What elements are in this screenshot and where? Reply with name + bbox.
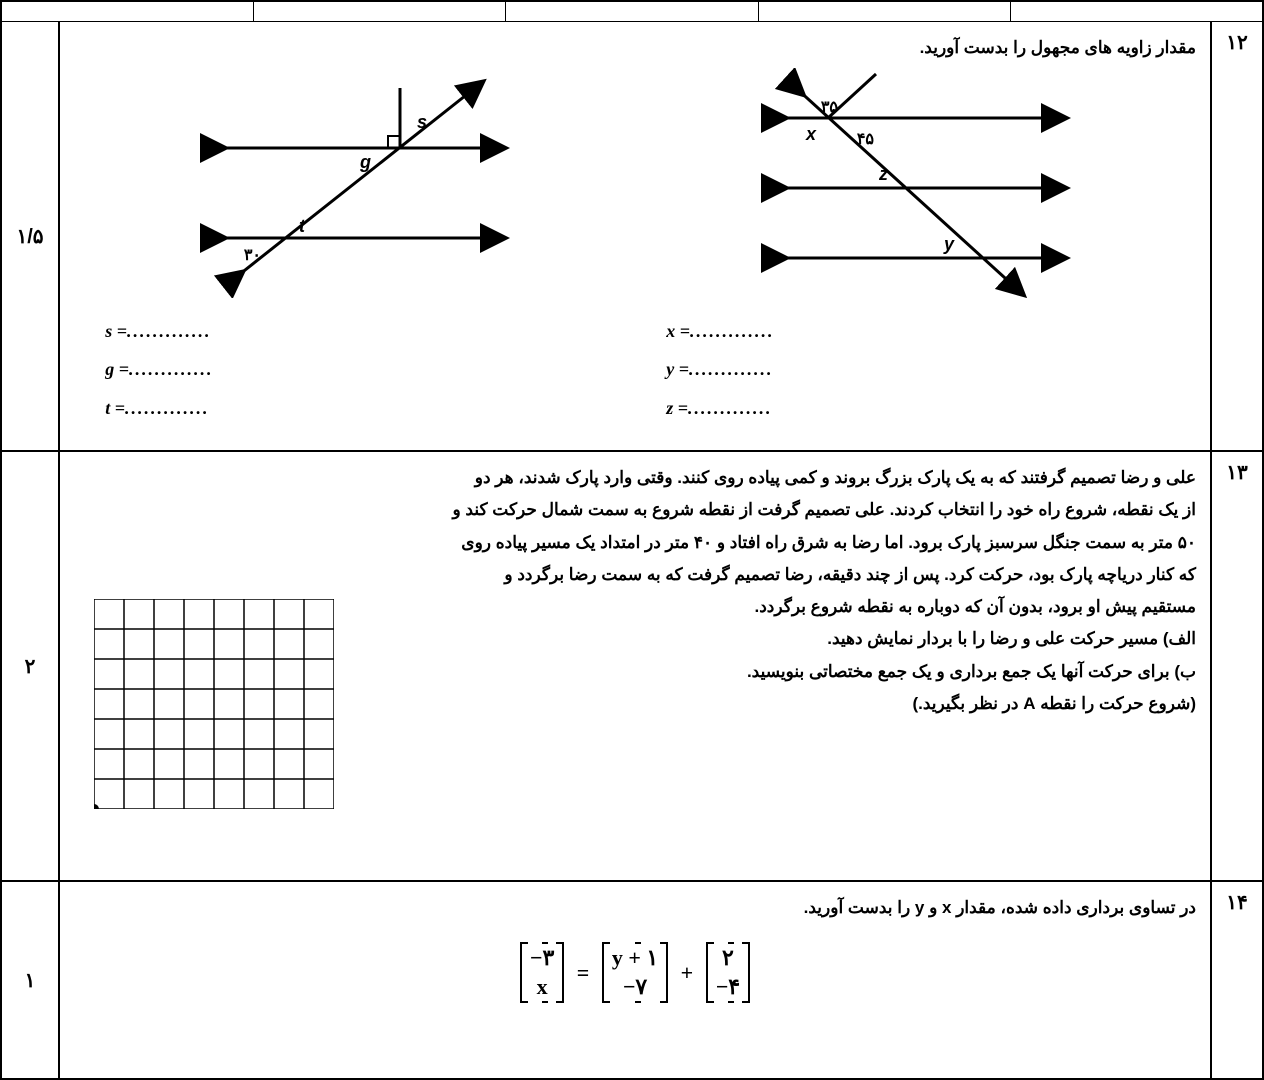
vector-2: y + ۱ −۷: [602, 942, 668, 1003]
label-s: s: [417, 112, 427, 132]
worksheet-page: ۱۲ مقدار زاویه های مجهول را بدست آورید.: [0, 0, 1264, 1080]
question-content: مقدار زاویه های مجهول را بدست آورید.: [58, 22, 1210, 450]
question-row-13: ۱۳ علی و رضا تصمیم گرفتند که به یک پارک …: [2, 452, 1262, 882]
question-row-12: ۱۲ مقدار زاویه های مجهول را بدست آورید.: [2, 22, 1262, 452]
label-g: g: [359, 152, 371, 172]
question-content: در تساوی برداری داده شده، مقدار x و y را…: [58, 882, 1210, 1078]
question-number: ۱۳: [1210, 452, 1262, 880]
question-text-continued: مستقیم پیش او برود، بدون آن که دوباره به…: [354, 591, 1196, 720]
question-prompt: در تساوی برداری داده شده، مقدار x و y را…: [74, 892, 1196, 924]
question-score: ۱: [2, 882, 58, 1078]
answers-block-2: s =............. g =............. t =...…: [85, 310, 624, 429]
header-strip: [2, 2, 1262, 22]
question-score: ۱/۵: [2, 22, 58, 450]
question-row-14: ۱۴ در تساوی برداری داده شده، مقدار x و y…: [2, 882, 1262, 1078]
question-content: علی و رضا تصمیم گرفتند که به یک پارک بزر…: [58, 452, 1210, 880]
answers-block-1: x =............. y =............. z =...…: [646, 310, 1185, 429]
plus-sign: +: [681, 952, 694, 994]
equals-sign: =: [577, 952, 590, 994]
question-text: علی و رضا تصمیم گرفتند که به یک پارک بزر…: [74, 462, 1196, 591]
vector-3: ۲ −۴: [706, 942, 750, 1003]
figure-2: s g t ۳۰ s =............. g =...........…: [85, 68, 624, 429]
question-number: ۱۴: [1210, 882, 1262, 1078]
angles-diagram-1: ۳۵ ۴۵ x z y: [756, 68, 1076, 298]
label-z: z: [878, 164, 888, 184]
figure-1: ۳۵ ۴۵ x z y x =............. y =........…: [646, 68, 1185, 429]
question-score: ۲: [2, 452, 58, 880]
question-number: ۱۲: [1210, 22, 1262, 450]
vector-1: −۳ x: [520, 942, 564, 1003]
angles-diagram-2: s g t ۳۰: [195, 68, 515, 298]
question-prompt: مقدار زاویه های مجهول را بدست آورید.: [74, 32, 1196, 64]
label-x: x: [805, 124, 817, 144]
coordinate-grid: [94, 599, 334, 809]
label-30: ۳۰: [243, 247, 260, 264]
label-y: y: [943, 234, 955, 254]
label-45: ۴۵: [856, 131, 874, 148]
vector-equation: −۳ x = y + ۱ −۷ + ۲ −۴: [74, 942, 1196, 1003]
label-t: t: [299, 216, 306, 236]
label-35: ۳۵: [820, 99, 838, 116]
